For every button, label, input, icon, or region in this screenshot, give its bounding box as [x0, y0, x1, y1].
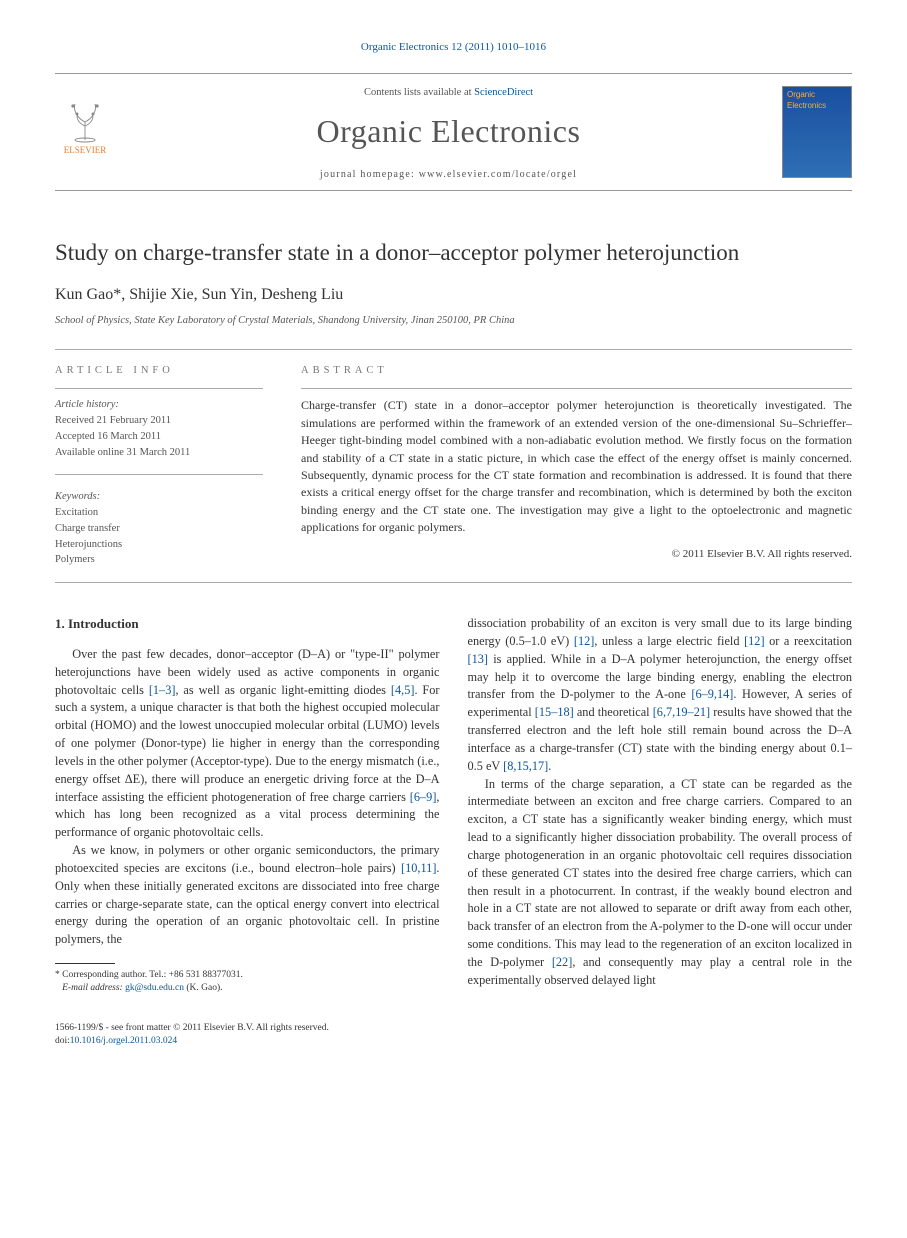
history-label: Article history: — [55, 399, 119, 410]
t: , unless a large electric field — [594, 634, 744, 648]
ref-link[interactable]: [12] — [574, 634, 595, 648]
t: In terms of the charge separation, a CT … — [468, 777, 853, 969]
section-heading: 1. Introduction — [55, 615, 440, 634]
keyword: Heterojunctions — [55, 539, 122, 550]
email-label: E-mail address: — [62, 983, 125, 993]
ref-link[interactable]: [8,15,17] — [503, 759, 548, 773]
homepage-line: journal homepage: www.elsevier.com/locat… — [127, 168, 770, 182]
homepage-url[interactable]: www.elsevier.com/locate/orgel — [419, 169, 577, 180]
email-link[interactable]: gk@sdu.edu.cn — [125, 983, 184, 993]
ref-link[interactable]: [4,5] — [391, 683, 415, 697]
ref-link[interactable]: [22] — [552, 955, 573, 969]
doi-link[interactable]: 10.1016/j.orgel.2011.03.024 — [70, 1036, 177, 1046]
abstract-label: ABSTRACT — [301, 364, 852, 379]
keyword: Polymers — [55, 554, 95, 565]
masthead: ELSEVIER Contents lists available at Sci… — [55, 73, 852, 190]
elsevier-logo: ELSEVIER — [55, 86, 115, 156]
email-suffix: (K. Gao). — [184, 983, 223, 993]
abstract-col: ABSTRACT Charge-transfer (CT) state in a… — [301, 350, 852, 582]
right-column: dissociation probability of an exciton i… — [468, 615, 853, 996]
cover-label-1: Organic — [787, 91, 847, 100]
article-info-col: ARTICLE INFO Article history: Received 2… — [55, 350, 273, 582]
footnote-separator — [55, 963, 115, 964]
keywords-block: Keywords: Excitation Charge transfer Het… — [55, 489, 263, 568]
corr-text: * Corresponding author. Tel.: +86 531 88… — [55, 970, 243, 980]
keyword: Excitation — [55, 507, 98, 518]
t: . For such a system, a unique character … — [55, 683, 440, 804]
doi-label: doi: — [55, 1036, 70, 1046]
corresponding-author-footnote: * Corresponding author. Tel.: +86 531 88… — [55, 969, 440, 996]
info-abstract-row: ARTICLE INFO Article history: Received 2… — [55, 349, 852, 583]
ref-link[interactable]: [1–3] — [149, 683, 176, 697]
para: As we know, in polymers or other organic… — [55, 842, 440, 949]
sciencedirect-link[interactable]: ScienceDirect — [474, 87, 533, 98]
info-divider — [55, 388, 263, 389]
abstract-copyright: © 2011 Elsevier B.V. All rights reserved… — [301, 547, 852, 562]
elsevier-label: ELSEVIER — [64, 144, 107, 157]
homepage-prefix: journal homepage: — [320, 169, 419, 180]
cover-label-2: Electronics — [787, 102, 847, 111]
journal-name: Organic Electronics — [127, 109, 770, 154]
masthead-center: Contents lists available at ScienceDirec… — [127, 86, 770, 181]
t: or a reexcitation — [765, 634, 852, 648]
t: , as well as organic light-emitting diod… — [175, 683, 390, 697]
elsevier-tree-icon — [63, 100, 107, 144]
front-matter: 1566-1199/$ - see front matter © 2011 El… — [55, 1023, 329, 1033]
contents-line: Contents lists available at ScienceDirec… — [127, 86, 770, 101]
contents-prefix: Contents lists available at — [364, 87, 474, 98]
para: dissociation probability of an exciton i… — [468, 615, 853, 775]
online-date: Available online 31 March 2011 — [55, 447, 190, 458]
keywords-label: Keywords: — [55, 489, 263, 505]
ref-link[interactable]: [13] — [468, 652, 489, 666]
body-columns: 1. Introduction Over the past few decade… — [55, 615, 852, 996]
abstract-text: Charge-transfer (CT) state in a donor–ac… — [301, 397, 852, 536]
ref-link[interactable]: [10,11] — [401, 861, 436, 875]
ref-link[interactable]: [6–9] — [410, 790, 437, 804]
ref-link[interactable]: [15–18] — [535, 705, 574, 719]
accepted-date: Accepted 16 March 2011 — [55, 431, 161, 442]
ref-link[interactable]: [6–9,14] — [691, 687, 733, 701]
info-divider-2 — [55, 474, 263, 475]
t: As we know, in polymers or other organic… — [55, 843, 440, 875]
para: Over the past few decades, donor–accepto… — [55, 646, 440, 842]
ref-link[interactable]: [12] — [744, 634, 765, 648]
ref-link[interactable]: [6,7,19–21] — [653, 705, 710, 719]
header-citation: Organic Electronics 12 (2011) 1010–1016 — [55, 40, 852, 55]
para: In terms of the charge separation, a CT … — [468, 776, 853, 990]
article-title: Study on charge-transfer state in a dono… — [55, 239, 852, 268]
article-history: Article history: Received 21 February 20… — [55, 397, 263, 460]
affiliation: School of Physics, State Key Laboratory … — [55, 314, 852, 329]
left-column: 1. Introduction Over the past few decade… — [55, 615, 440, 996]
page-footer: 1566-1199/$ - see front matter © 2011 El… — [55, 1022, 852, 1049]
journal-cover-thumb: Organic Electronics — [782, 86, 852, 178]
keyword: Charge transfer — [55, 523, 120, 534]
received-date: Received 21 February 2011 — [55, 415, 171, 426]
t: . — [548, 759, 551, 773]
abstract-divider — [301, 388, 852, 389]
authors: Kun Gao*, Shijie Xie, Sun Yin, Desheng L… — [55, 284, 852, 306]
t: and theoretical — [574, 705, 653, 719]
info-label: ARTICLE INFO — [55, 364, 263, 379]
